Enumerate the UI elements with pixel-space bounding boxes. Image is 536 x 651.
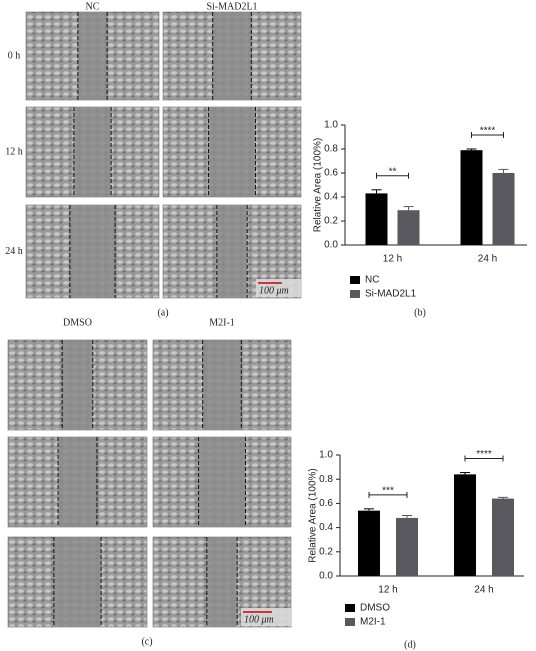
column-label: Si-MAD2L1 — [206, 1, 257, 12]
wound-gap — [73, 107, 112, 197]
legend-swatch — [345, 618, 355, 626]
legend-label: Si-MAD2L1 — [365, 289, 417, 300]
y-tick-label: 0.8 — [324, 144, 338, 155]
y-axis-title: Relative Area (100%) — [308, 468, 319, 563]
bar — [365, 193, 388, 245]
y-tick-label: 1.0 — [319, 450, 333, 461]
panel-label: (a) — [157, 307, 168, 318]
significance-label: **** — [480, 126, 496, 137]
wound-gap — [208, 107, 256, 197]
bar — [454, 474, 476, 576]
wound-gap — [69, 205, 116, 298]
x-tick-label: 12 h — [378, 585, 397, 596]
wound-gap — [202, 340, 242, 430]
y-tick-label: 0.8 — [319, 474, 333, 485]
y-tick-label: 0.4 — [324, 192, 338, 203]
x-tick-label: 12 h — [383, 254, 402, 265]
legend-label: NC — [365, 275, 379, 286]
wound-gap — [206, 537, 238, 627]
bar — [397, 210, 420, 245]
column-label: NC — [86, 1, 100, 12]
x-tick-label: 24 h — [474, 585, 493, 596]
wound-gap — [212, 12, 252, 100]
bar — [396, 517, 418, 576]
scale-bar-label: 100 μm — [244, 614, 274, 625]
y-tick-label: 0.0 — [324, 240, 338, 251]
legend-swatch — [350, 290, 360, 298]
panel-label: (d) — [404, 639, 416, 650]
row-label: 24 h — [5, 246, 23, 257]
column-label: M2I-1 — [209, 317, 235, 328]
scale-bar-label: 100 μm — [259, 285, 289, 296]
y-tick-label: 0.4 — [319, 522, 333, 533]
wound-gap — [53, 537, 102, 627]
legend-swatch — [345, 604, 355, 612]
column-label: DMSO — [63, 317, 92, 328]
bar — [358, 510, 380, 576]
y-tick-label: 0.2 — [319, 546, 333, 557]
panel-label: (c) — [141, 636, 152, 647]
significance-label: ** — [389, 166, 397, 177]
legend-swatch — [350, 276, 360, 284]
y-axis-title: Relative Area (100%) — [313, 138, 324, 233]
significance-label: **** — [476, 449, 492, 460]
y-tick-label: 0.6 — [319, 498, 333, 509]
row-label: 12 h — [5, 146, 23, 157]
row-label: 0 h — [8, 50, 21, 61]
wound-gap — [58, 437, 97, 527]
y-tick-label: 0.6 — [324, 168, 338, 179]
wound-gap — [77, 12, 108, 100]
wound-gap — [62, 340, 93, 430]
legend-label: DMSO — [360, 603, 390, 614]
bar — [460, 150, 483, 245]
bar — [492, 498, 514, 576]
wound-gap — [216, 205, 248, 298]
x-tick-label: 24 h — [478, 254, 497, 265]
legend-label: M2I-1 — [360, 617, 386, 628]
y-tick-label: 0.0 — [319, 571, 333, 582]
y-tick-label: 1.0 — [324, 120, 338, 131]
wound-gap — [198, 437, 246, 527]
bar — [492, 173, 515, 245]
y-tick-label: 0.2 — [324, 216, 338, 227]
significance-label: *** — [382, 485, 394, 496]
panel-label: (b) — [414, 307, 426, 318]
